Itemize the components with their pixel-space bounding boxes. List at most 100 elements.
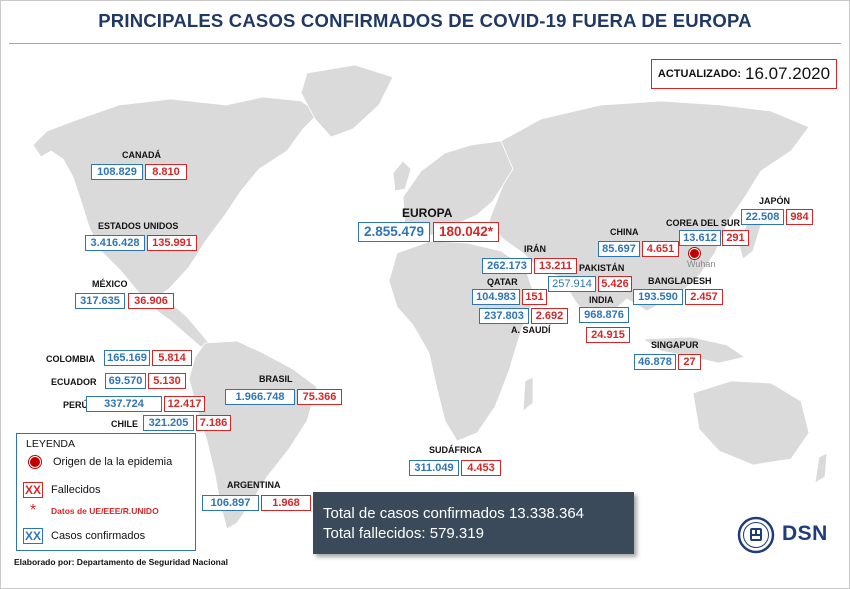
asterisk-icon: *	[29, 502, 37, 519]
deaths-arabia: 2.692	[531, 308, 568, 324]
country-name-qatar: QATAR	[487, 277, 518, 287]
confirmed-colombia: 165.169	[104, 350, 150, 366]
land-australia	[692, 380, 810, 466]
confirmed-europa: 2.855.479	[358, 222, 430, 242]
deaths-singapur: 27	[678, 354, 701, 370]
confirmed-marker-icon: XX	[23, 528, 43, 544]
legend-title: LEYENDA	[26, 438, 76, 450]
confirmed-qatar: 104.983	[472, 289, 520, 305]
country-name-bangladesh: BANGLADESH	[648, 276, 712, 286]
deaths-bangladesh: 2.457	[685, 289, 723, 305]
confirmed-peru: 337.724	[86, 396, 162, 412]
country-name-corea: COREA DEL SUR	[666, 218, 741, 228]
deaths-pakistan: 5.426	[598, 276, 632, 292]
confirmed-arabia: 237.803	[479, 308, 529, 324]
total-confirmed-line: Total de casos confirmados 13.338.364	[323, 504, 634, 524]
confirmed-mexico: 317.635	[75, 293, 125, 309]
title-divider	[9, 43, 841, 44]
deaths-colombia: 5.814	[152, 350, 192, 366]
confirmed-singapur: 46.878	[634, 354, 676, 370]
deaths-marker-icon: XX	[23, 482, 43, 498]
total-deaths-value: 579.319	[429, 525, 484, 542]
legend-confirmed-label: Casos confirmados	[51, 530, 146, 542]
deaths-mexico: 36.906	[128, 293, 174, 309]
deaths-india: 24.915	[586, 327, 630, 343]
total-deaths-label: Total fallecidos:	[323, 525, 426, 542]
deaths-iran: 13.211	[534, 258, 577, 274]
updated-label: ACTUALIZADO:	[657, 68, 741, 80]
country-name-pakistan: PAKISTÁN	[579, 263, 625, 273]
country-name-iran: IRÁN	[524, 244, 546, 254]
confirmed-chile: 321.205	[143, 415, 194, 431]
page-title: PRINCIPALES CASOS CONFIRMADOS DE COVID-1…	[98, 10, 752, 31]
deaths-china: 4.651	[642, 241, 679, 257]
legend-eu-label: Datos de UE/EEE/R.UNIDO	[51, 506, 159, 516]
confirmed-sudafrica: 311.049	[409, 460, 459, 476]
deaths-japon: 984	[786, 209, 813, 225]
country-name-sudafrica: SUDÁFRICA	[429, 445, 482, 455]
country-name-mexico: MÉXICO	[92, 279, 128, 289]
deaths-argentina: 1.968	[261, 495, 311, 511]
land-indonesia	[641, 336, 746, 364]
country-name-japon: JAPÓN	[759, 196, 791, 206]
dsn-logo-text: DSN	[782, 522, 828, 545]
deaths-corea: 291	[722, 230, 749, 246]
deaths-brasil: 75.366	[297, 389, 342, 405]
legend-origin-label: Origen de la la epidemia	[53, 456, 173, 468]
confirmed-argentina: 106.897	[202, 495, 259, 511]
legend-row-origin: Origen de la la epidemia	[23, 456, 172, 468]
total-confirmed-label: Total de casos confirmados	[323, 505, 505, 522]
country-name-canada: CANADÁ	[122, 150, 161, 160]
deaths-sudafrica: 4.453	[461, 460, 501, 476]
origin-dot-icon	[29, 456, 41, 468]
country-name-ecuador: ECUADOR	[51, 377, 97, 387]
deaths-usa: 135.991	[147, 235, 197, 251]
total-confirmed-value: 13.338.364	[508, 505, 585, 522]
confirmed-canada: 108.829	[91, 164, 143, 180]
land-greenland	[300, 64, 394, 138]
country-name-arabia: A. SAUDÍ	[511, 325, 551, 335]
totals-panel: Total de casos confirmados 13.338.364 To…	[313, 492, 634, 554]
total-deaths-line: Total fallecidos: 579.319	[323, 524, 634, 544]
country-name-usa: ESTADOS UNIDOS	[98, 221, 179, 231]
deaths-ecuador: 5.130	[148, 373, 186, 389]
confirmed-iran: 262.173	[482, 258, 532, 274]
land-north-america	[32, 96, 320, 302]
confirmed-usa: 3.416.428	[85, 235, 145, 251]
region-name-europa: EUROPA	[402, 206, 453, 220]
country-name-singapur: SINGAPUR	[651, 340, 699, 350]
wuhan-origin-marker	[689, 248, 700, 259]
confirmed-india: 968.876	[579, 307, 629, 323]
dsn-seal-icon	[737, 516, 775, 554]
wuhan-label: Wuhan	[687, 259, 716, 269]
deaths-chile: 7.186	[196, 415, 231, 431]
country-name-colombia: COLOMBIA	[46, 354, 95, 364]
confirmed-pakistan: 257.914	[548, 276, 596, 292]
country-name-peru: PERÚ	[63, 400, 89, 410]
confirmed-japon: 22.508	[741, 209, 784, 225]
land-new-zealand	[814, 452, 828, 484]
legend-row-eu: * Datos de UE/EEE/R.UNIDO	[23, 502, 159, 519]
updated-date-box: ACTUALIZADO: 16.07.2020	[651, 59, 837, 89]
country-name-china: CHINA	[610, 227, 639, 237]
deaths-peru: 12.417	[164, 396, 205, 412]
legend-row-deaths: XX Fallecidos	[23, 482, 101, 498]
deaths-qatar: 151	[522, 289, 547, 305]
country-name-brasil: BRASIL	[259, 374, 293, 384]
confirmed-ecuador: 69.570	[105, 373, 146, 389]
legend: LEYENDA Origen de la la epidemia XX Fall…	[16, 433, 196, 551]
country-name-chile: CHILE	[111, 419, 138, 429]
legend-row-confirmed: XX Casos confirmados	[23, 528, 145, 544]
confirmed-china: 85.697	[598, 241, 640, 257]
land-uk	[392, 160, 412, 192]
confirmed-bangladesh: 193.590	[633, 289, 683, 305]
confirmed-corea: 13.612	[679, 230, 721, 246]
deaths-europa: 180.042*	[433, 222, 499, 242]
footer-credit: Elaborado por: Departamento de Seguridad…	[14, 557, 228, 567]
land-madagascar	[522, 376, 534, 412]
deaths-canada: 8.810	[145, 164, 187, 180]
updated-date: 16.07.2020	[745, 64, 831, 83]
country-name-india: INDIA	[589, 295, 614, 305]
confirmed-brasil: 1.966.748	[225, 389, 295, 405]
country-name-argentina: ARGENTINA	[227, 480, 281, 490]
